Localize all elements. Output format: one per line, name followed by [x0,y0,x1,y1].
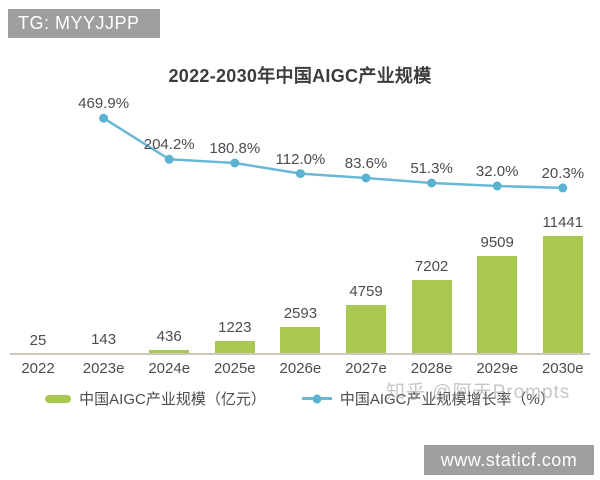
bar-2028e [411,279,452,354]
legend-label-growth: 中国AIGC产业规模增长率（%） [339,391,555,408]
bar-value-label-2027e: 4759 [349,282,383,300]
growth-point-2025e [230,158,240,168]
bar-2029e [477,255,518,354]
x-axis-label-2022: 2022 [21,360,55,377]
chart-legend: 中国AIGC产业规模（亿元） 中国AIGC产业规模增长率（%） [0,388,600,409]
bar-value-label-2028e: 7202 [414,257,449,275]
bar-series-swatch-icon [45,394,72,403]
x-axis-label-2029e: 2029e [476,360,519,377]
bar-value-label-2025e: 1223 [218,319,252,337]
chart-title: 2022-2030年中国AIGC产业规模 [168,66,432,86]
line-series-swatch-icon [301,394,332,403]
x-axis-label-2024e: 2024e [148,360,191,377]
bar-value-label-2023e: 143 [91,330,117,348]
growth-point-2027e [361,173,371,183]
x-axis-label-2027e: 2027e [345,360,387,377]
legend-item-growth: 中国AIGC产业规模增长率（%） [301,388,555,409]
legend-item-scale: 中国AIGC产业规模（亿元） [45,388,266,409]
x-axis-line [10,353,590,355]
growth-point-2024e [164,154,174,164]
bar-2026e [280,327,321,354]
growth-label-2023e: 469.9% [78,95,130,113]
x-axis-label-2028e: 2028e [410,360,453,377]
bar-2025e [214,341,255,354]
growth-label-2027e: 83.6% [344,155,388,172]
telegram-watermark-badge: TG: MYYJJPP [8,9,160,38]
growth-label-2025e: 180.8% [209,140,261,157]
bar-value-label-2026e: 2593 [283,305,318,323]
growth-point-2026e [295,169,305,179]
growth-label-2026e: 112.0% [275,150,326,168]
x-axis-label-2023e: 2023e [82,360,125,377]
growth-label-2028e: 51.3% [410,160,453,177]
bar-2030e [542,236,583,354]
x-axis-label-2030e: 2030e [541,360,584,377]
growth-point-2028e [427,178,437,188]
bar-value-label-2029e: 9509 [480,233,514,251]
growth-point-2029e [492,181,502,191]
x-axis-label-2026e: 2026e [279,360,322,377]
bar-value-label-2030e: 11441 [542,214,584,231]
bar-value-label-2024e: 436 [156,327,182,345]
growth-label-2029e: 32.0% [475,163,519,180]
zhihu-watermark: 知乎 @阿天Prompts [386,382,571,403]
bar-2024e [149,349,190,354]
bar-2027e [346,304,386,354]
legend-label-scale: 中国AIGC产业规模（亿元） [79,391,266,408]
x-axis-label-2025e: 2025e [213,360,256,377]
growth-label-2024e: 204.2% [143,136,195,154]
growth-label-2030e: 20.3% [541,164,585,182]
growth-point-2023e [99,113,109,123]
growth-point-2030e [558,183,568,193]
website-watermark-badge: www.staticf.com [424,445,594,475]
bar-value-label-2022: 25 [29,331,47,349]
